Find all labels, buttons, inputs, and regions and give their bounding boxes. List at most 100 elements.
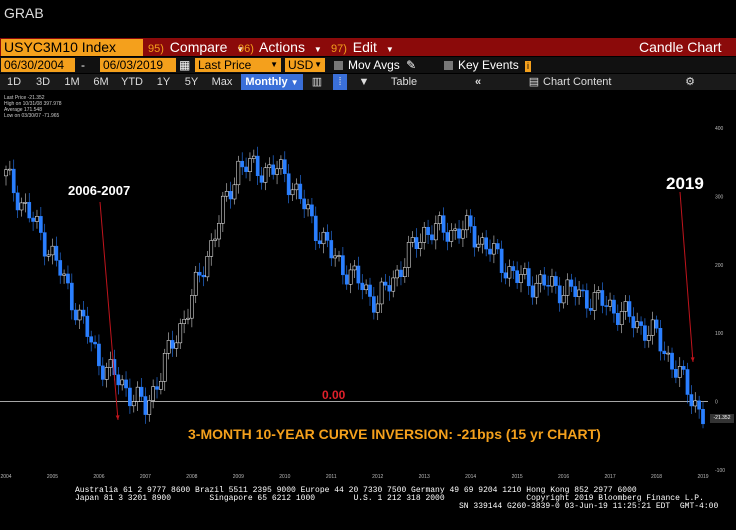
period-button-1y[interactable]: 1Y [156, 76, 171, 88]
candle-body [623, 301, 628, 312]
candle-chart[interactable]: 400 300 200 100 0 -100 2004 2005 2006 2007 2008 200… [0, 92, 736, 484]
price-field-select[interactable]: Last Price ▼ [195, 58, 281, 72]
candle-body [298, 183, 303, 200]
candle-body [569, 279, 574, 287]
actions-button[interactable]: 96) Actions ▼ [238, 39, 322, 55]
period-button-1d[interactable]: 1D [6, 76, 22, 88]
candle-body [162, 353, 167, 382]
candle-body [526, 268, 531, 287]
candle-body [15, 192, 20, 211]
candle-body [360, 282, 365, 291]
ticker-field[interactable]: USYC3M10 Index [1, 39, 143, 56]
period-button-5y[interactable]: 5Y [184, 76, 199, 88]
x-tick-label: 2010 [279, 474, 290, 480]
candle-body [538, 274, 543, 284]
period-button-3d[interactable]: 3D [35, 76, 51, 88]
candle-body [306, 204, 310, 210]
candle-body [701, 408, 705, 425]
compare-button[interactable]: 95) Compare ▼ [148, 39, 245, 55]
candle-body [244, 166, 248, 172]
candle-style-icon[interactable]: ▥ [311, 76, 323, 88]
candle-body [178, 323, 183, 344]
period-button-ytd[interactable]: YTD [121, 76, 143, 88]
candle-body [85, 315, 90, 337]
candle-body [546, 285, 550, 287]
candle-body [484, 237, 489, 250]
chart-type-label[interactable]: Candle Chart [639, 39, 722, 55]
candle-body [62, 273, 66, 276]
candle-body [418, 242, 423, 249]
candle-body [217, 223, 221, 240]
table-button[interactable]: Table [390, 76, 418, 88]
period-button-max[interactable]: Max [211, 76, 233, 88]
candle-body [31, 217, 35, 222]
y-tick-label: 300 [715, 194, 724, 200]
info-icon[interactable]: i [525, 61, 532, 72]
candle-body [104, 367, 109, 380]
start-date-field[interactable]: 06/30/2004 [1, 58, 75, 72]
candle-body [395, 269, 399, 279]
chart-content-icon[interactable]: ▤ [528, 76, 540, 88]
candle-body [356, 265, 361, 284]
chevron-down-icon: ▼ [385, 45, 394, 54]
candle-body [108, 359, 113, 368]
key-events-toggle[interactable]: Key Events i [444, 58, 532, 72]
chevron-down-icon: ▼ [270, 60, 278, 69]
mov-avgs-toggle[interactable]: Mov Avgs ✎ [334, 58, 416, 72]
candle-body [100, 365, 105, 380]
candle-body [453, 228, 458, 231]
candle-body [523, 268, 527, 275]
currency-select[interactable]: USD ▼ [285, 58, 325, 72]
toolbar [0, 74, 736, 90]
candle-body [193, 271, 198, 296]
x-tick-label: 2019 [697, 474, 708, 480]
chevron-down-icon[interactable]: ▼ [358, 76, 370, 88]
candle-body [468, 215, 473, 227]
settings-gear-icon[interactable]: ⚙ [685, 76, 695, 88]
candle-body [534, 282, 539, 298]
candle-body [147, 400, 152, 415]
candle-body [69, 282, 74, 311]
checkbox-icon [444, 61, 453, 70]
candle-body [464, 215, 469, 231]
candle-body [282, 159, 287, 174]
candle-body [186, 317, 190, 320]
chart-caption: 3-MONTH 10-YEAR CURVE INVERSION: -21bps … [188, 426, 601, 442]
candle-body [577, 289, 581, 297]
footer-line-2: Japan 81 3 3201 8900 Singapore 65 6212 1… [75, 494, 704, 503]
candle-body [275, 168, 279, 175]
bar-style-icon[interactable]: ⁞ [333, 74, 347, 90]
chart-content-button[interactable]: Chart Content [543, 76, 612, 88]
candle-body [97, 343, 101, 367]
candle-body [8, 168, 12, 171]
pencil-icon[interactable]: ✎ [406, 58, 417, 72]
candle-body [201, 274, 206, 278]
period-button-6m[interactable]: 6M [93, 76, 109, 88]
candle-body [615, 313, 620, 325]
frequency-select[interactable]: Monthly ▼ [241, 74, 303, 90]
candle-body [139, 386, 144, 397]
candle-body [23, 202, 28, 204]
annotation-2019: 2019 [666, 174, 704, 193]
candle-body [557, 285, 562, 304]
candle-body [143, 396, 148, 415]
candle-body [437, 215, 442, 224]
collapse-left-icon[interactable]: « [474, 76, 482, 88]
candle-body [472, 226, 477, 248]
candle-body [224, 191, 229, 197]
candle-body [321, 231, 326, 245]
candle-body [689, 394, 694, 407]
candle-body [27, 202, 32, 219]
candle-body [267, 164, 272, 169]
edit-button[interactable]: 97) Edit ▼ [331, 39, 394, 55]
candle-body [670, 352, 674, 370]
end-date-field[interactable]: 06/03/2019 [100, 58, 176, 72]
x-tick-label: 2013 [419, 474, 430, 480]
candle-body [259, 175, 264, 183]
chevron-down-icon: ▼ [313, 45, 322, 54]
candle-body [317, 240, 322, 245]
calendar-icon[interactable]: ▦ [179, 58, 191, 72]
candle-body [116, 374, 121, 386]
candle-body [681, 366, 686, 370]
period-button-1m[interactable]: 1M [64, 76, 80, 88]
